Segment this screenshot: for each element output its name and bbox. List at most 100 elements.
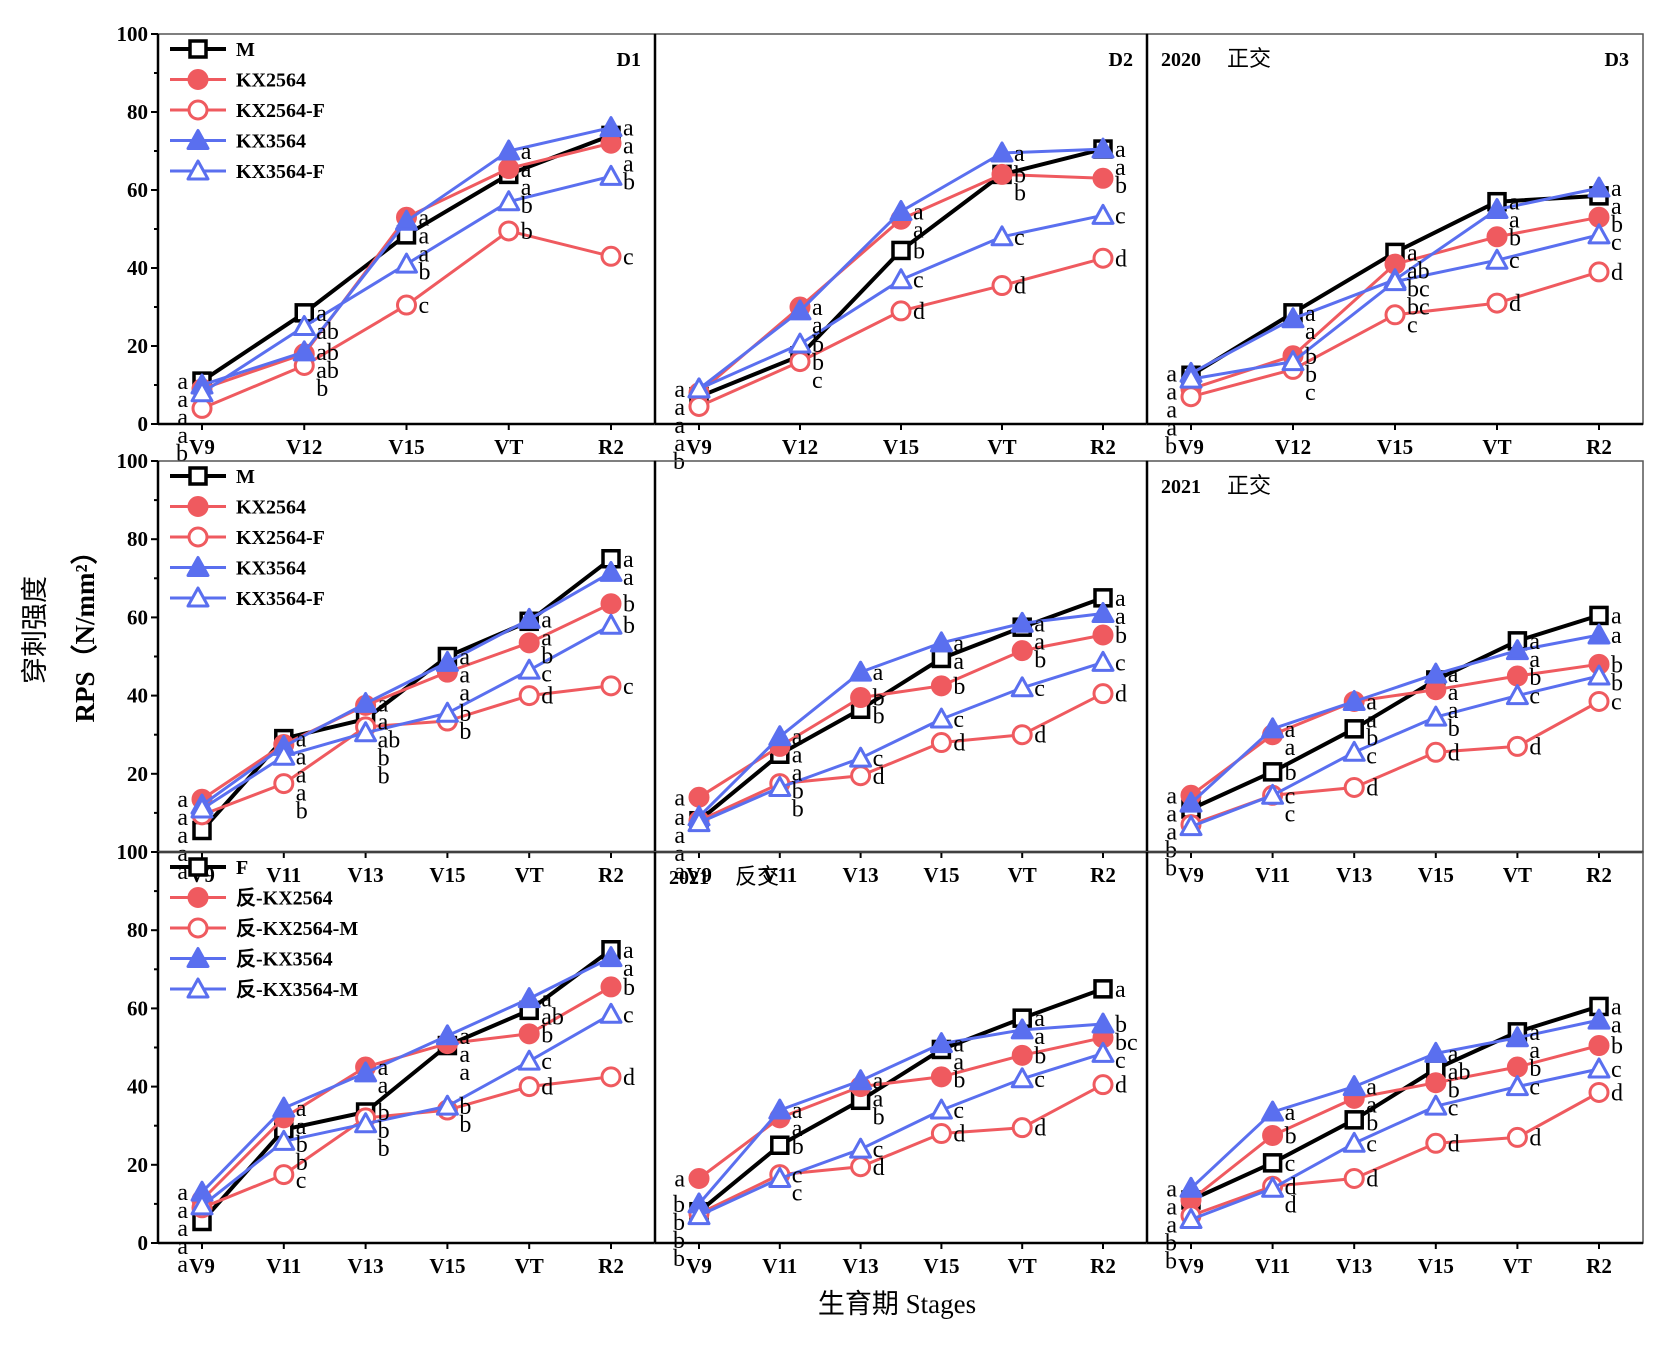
- series-line-kx3564: [201, 571, 612, 807]
- point-m-r2: [1589, 605, 1609, 626]
- sig-letter: a: [177, 387, 188, 413]
- x-tick-label-v9: V9: [1178, 435, 1204, 459]
- series-line-kx3564: [697, 1022, 1104, 1205]
- legend-marker-kx2564: [187, 496, 209, 517]
- x-tick-label-vt: VT: [1503, 1254, 1532, 1278]
- sig-letter: a: [296, 763, 307, 789]
- point-kx2564-vt: [1486, 226, 1508, 248]
- sig-letter: a: [419, 241, 430, 267]
- sig-letter: b: [296, 1150, 308, 1176]
- x-tick-label-v9: V9: [1178, 1254, 1204, 1278]
- point-kx3564-f-v15: [889, 268, 913, 290]
- sig-letter: ab: [1407, 258, 1430, 284]
- point-kx3564-v9: [1179, 791, 1203, 813]
- sig-letter: c: [792, 1163, 803, 1189]
- sig-letter: a: [674, 1166, 685, 1192]
- sig-letter: a: [674, 431, 685, 457]
- sig-letter: c: [1611, 1057, 1622, 1083]
- x-tick-label-r2: R2: [1586, 863, 1612, 887]
- sig-letter: a: [177, 369, 188, 395]
- point-kx3564-f-v9: [190, 797, 214, 819]
- sig-letter: b: [1611, 1034, 1623, 1060]
- sig-letter: c: [1285, 801, 1296, 827]
- legend-label-反-kx3564: 反-KX3564: [236, 948, 333, 971]
- series-kx3564-f: [1179, 664, 1611, 837]
- point-kx3564-v13: [1342, 689, 1366, 711]
- sig-letter: b: [1165, 433, 1177, 459]
- point-kx2564-f-v15: [1384, 304, 1406, 326]
- point-kx3564-f-v13: [849, 1137, 873, 1159]
- sig-letter: a: [177, 787, 188, 813]
- sig-letter: a: [378, 1073, 389, 1099]
- sig-letter: b: [419, 259, 431, 285]
- sig-letter: c: [1366, 743, 1377, 769]
- sig-letter: a: [674, 377, 685, 403]
- sig-letter: a: [177, 405, 188, 431]
- x-tick-label-vt: VT: [1503, 863, 1532, 887]
- sig-letter: a: [792, 743, 803, 769]
- y-tick-label-40: 40: [127, 684, 148, 708]
- sig-letter: d: [1611, 260, 1623, 286]
- point-kx3564-f-vt: [1485, 248, 1509, 270]
- sig-letter: a: [521, 175, 532, 201]
- sig-letter: a: [1166, 819, 1177, 845]
- x-tick-label-v11: V11: [266, 863, 301, 887]
- sig-letter: b: [1305, 362, 1317, 388]
- y-tick-label-40: 40: [127, 256, 148, 280]
- sig-letter: a: [1529, 1038, 1540, 1064]
- sig-letter: a: [1014, 141, 1025, 167]
- series-line-kx2564-f: [1190, 1091, 1600, 1218]
- y-tick-label-100: 100: [117, 449, 149, 473]
- sig-letter: b: [673, 1246, 685, 1272]
- sig-letter: b: [378, 763, 390, 789]
- point-kx2564-f-v15: [1425, 741, 1447, 763]
- legend-marker-反-kx3564-m: [186, 977, 210, 999]
- point-kx2564-f-v13: [850, 1156, 872, 1178]
- sig-letter: b: [792, 797, 804, 823]
- series-kx2564-f: [688, 1074, 1114, 1225]
- sig-letter: b: [1115, 173, 1127, 199]
- sig-letter: a: [1448, 698, 1459, 724]
- series-kx3564: [687, 601, 1115, 827]
- sig-letter: b: [623, 592, 635, 618]
- sig-letter: b: [1529, 1056, 1541, 1082]
- x-tick-label-v11: V11: [762, 863, 797, 887]
- sig-letter: b: [812, 350, 824, 376]
- sig-letter: b: [623, 613, 635, 639]
- sig-letter: a: [1034, 1024, 1045, 1050]
- series-line-kx3564-f: [698, 660, 1104, 825]
- sig-letter: d: [1115, 1073, 1127, 1099]
- sig-letter: b: [1034, 647, 1046, 673]
- legend-marker-反-kx3564: [186, 947, 210, 968]
- point-kx3564-v15: [435, 650, 459, 672]
- sig-letter: a: [674, 395, 685, 421]
- sig-letter: ab: [541, 1005, 564, 1031]
- point-kx3564-vt: [1010, 1018, 1034, 1040]
- legend-label-m: M: [236, 466, 255, 488]
- y-tick-label-60: 60: [127, 996, 148, 1020]
- sig-letter: b: [1115, 623, 1127, 649]
- sig-letter: a: [541, 607, 552, 633]
- point-kx2564-f-r2: [1092, 683, 1114, 705]
- point-反-kx2564-m-r2: [600, 1066, 622, 1088]
- point-kx3564-f-r2: [599, 613, 623, 635]
- sig-letter: d: [541, 1075, 553, 1101]
- point-kx3564-f-v15: [1424, 1094, 1448, 1116]
- x-tick-label-v13: V13: [843, 1254, 879, 1278]
- point-kx2564-v13: [850, 687, 872, 709]
- sig-letter: ab: [378, 727, 401, 753]
- sig-letter: b: [913, 238, 925, 264]
- series-line-kx3564-f: [201, 623, 612, 811]
- sig-letter: a: [459, 1024, 470, 1050]
- point-m-v13: [1344, 1110, 1364, 1130]
- sig-letter: c: [1529, 1075, 1540, 1101]
- point-kx3564-r2: [599, 116, 623, 138]
- point-kx2564-f-v12: [789, 351, 811, 373]
- point-kx3564-f-v13: [1342, 1131, 1366, 1153]
- point-kx2564-f-v15: [1425, 1132, 1447, 1154]
- sig-letter: b: [459, 719, 471, 745]
- sig-letter: a: [1611, 994, 1622, 1020]
- x-tick-label-r2: R2: [1090, 435, 1116, 459]
- point-kx3564-vt: [990, 141, 1014, 163]
- point-kx3564-v13: [849, 1069, 873, 1091]
